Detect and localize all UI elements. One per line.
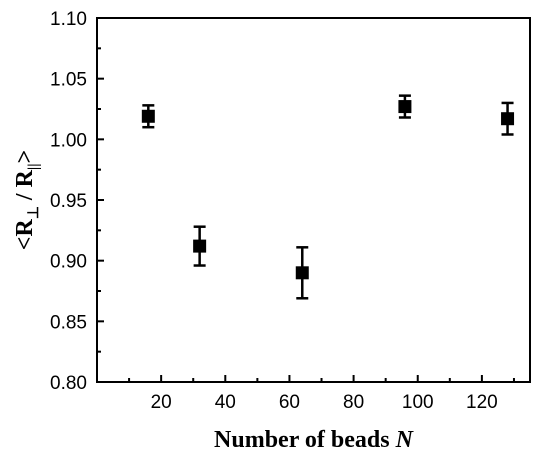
square-marker — [295, 266, 309, 280]
plot-axes — [96, 17, 531, 383]
y-tick-label: 0.85 — [50, 312, 87, 333]
y-tick-label: 1.10 — [50, 9, 87, 30]
data-point — [398, 94, 412, 119]
data-point — [501, 101, 515, 136]
data-marks — [141, 94, 515, 300]
y-tick-label: 0.90 — [50, 252, 87, 273]
y-label-part-4: || — [26, 163, 42, 170]
y-tick-label: 1.05 — [50, 70, 87, 91]
x-tick-label: 100 — [402, 392, 434, 413]
square-marker — [141, 109, 155, 123]
data-point — [295, 246, 309, 300]
square-marker — [398, 100, 412, 114]
data-point — [141, 104, 155, 129]
square-marker — [193, 239, 207, 253]
plot-frame — [96, 17, 531, 383]
y-tick-label: 0.80 — [50, 373, 87, 394]
x-tick-label: 20 — [151, 392, 172, 413]
axis-ticks: 20 40 60 80 100 120 0.80 0.85 0.90 0.95 1.00 1.05 1.… — [50, 9, 515, 413]
x-tick-label: 120 — [466, 392, 498, 413]
x-tick-label: 80 — [343, 392, 364, 413]
y-label-part-5: > — [12, 150, 38, 164]
y-label-part-3: / R — [12, 169, 38, 206]
data-point — [193, 225, 207, 267]
y-label-part-1: <R — [12, 219, 38, 251]
square-marker — [501, 112, 515, 126]
x-axis-label: Number of beads N — [214, 427, 415, 453]
y-tick-label: 0.95 — [50, 191, 87, 212]
y-axis-label: <R⊥ / R||> — [12, 150, 42, 250]
x-tick-label: 40 — [215, 392, 236, 413]
x-axis-label-variable: N — [395, 427, 415, 453]
y-tick-label: 1.00 — [50, 130, 87, 151]
x-axis-label-text: Number of beads — [214, 427, 396, 453]
x-tick-label: 60 — [279, 392, 300, 413]
y-label-part-2: ⊥ — [26, 206, 42, 219]
